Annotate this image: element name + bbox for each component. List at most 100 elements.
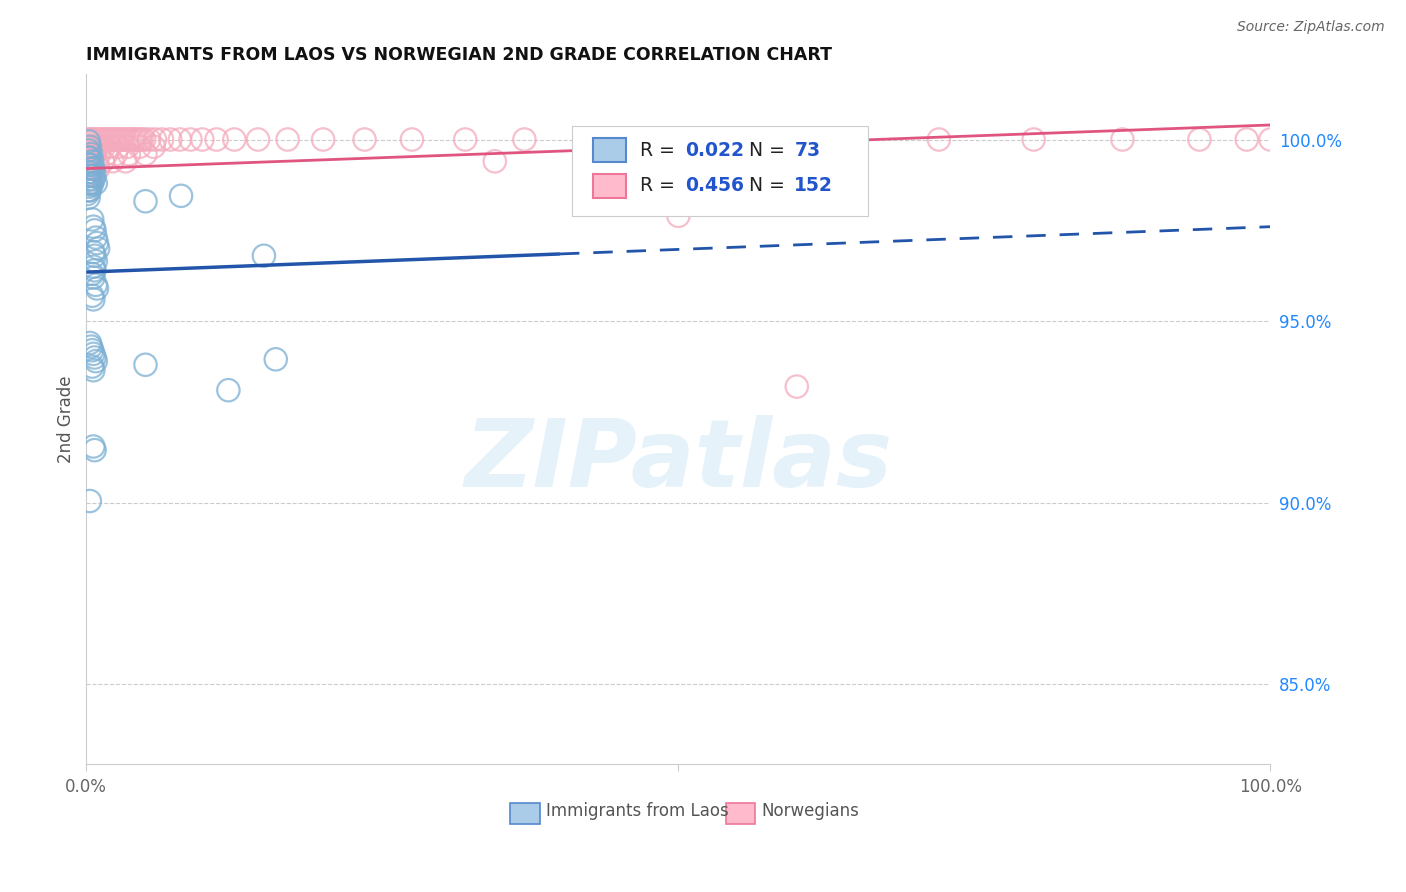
Point [76, 186, 98, 201]
Point [1111, 132, 1133, 146]
Point [77, 151, 100, 165]
Text: Immigrants from Laos: Immigrants from Laos [546, 802, 728, 821]
Text: 152: 152 [794, 177, 834, 195]
Point [89, 140, 111, 154]
Point [93, 140, 115, 154]
Point [79, 161, 101, 176]
Point [138, 132, 160, 146]
Point [76, 161, 98, 176]
Point [1022, 132, 1045, 146]
Point [191, 132, 214, 146]
Point [928, 132, 950, 146]
Point [87, 161, 110, 176]
Text: R =: R = [641, 141, 682, 160]
Point [80, 169, 103, 183]
Point [114, 154, 136, 169]
Point [80, 158, 103, 172]
Text: N =: N = [749, 177, 792, 195]
Point [90, 132, 112, 146]
Point [104, 132, 127, 146]
Point [77, 134, 100, 148]
Point [312, 132, 335, 146]
Point [103, 132, 125, 146]
Point [121, 132, 143, 146]
Point [82, 176, 104, 190]
Point [84, 230, 107, 244]
Point [253, 249, 276, 263]
Point [79, 140, 101, 154]
Point [86, 281, 108, 295]
Point [134, 194, 156, 209]
Point [79, 335, 101, 350]
Bar [593, 174, 626, 198]
Point [84, 176, 107, 190]
Bar [593, 137, 626, 162]
Point [77, 158, 100, 172]
Point [134, 147, 156, 161]
Point [80, 340, 103, 354]
Text: Norwegians: Norwegians [761, 802, 859, 821]
Point [110, 132, 132, 146]
Point [86, 132, 108, 146]
Point [87, 242, 110, 256]
Point [205, 132, 228, 146]
Point [77, 165, 100, 179]
Point [96, 147, 118, 161]
Point [277, 132, 299, 146]
Text: 73: 73 [794, 141, 821, 160]
Point [832, 132, 855, 146]
Point [224, 132, 246, 146]
Point [1236, 132, 1258, 146]
Point [513, 132, 536, 146]
Text: 0.456: 0.456 [686, 177, 745, 195]
Point [76, 140, 98, 154]
Point [170, 189, 193, 203]
Point [217, 383, 239, 397]
Point [246, 132, 269, 146]
Point [124, 132, 146, 146]
Point [93, 132, 115, 146]
Point [738, 132, 761, 146]
Point [77, 191, 100, 205]
Point [76, 154, 98, 169]
Y-axis label: 2nd Grade: 2nd Grade [58, 376, 75, 463]
Text: N =: N = [749, 141, 792, 160]
Point [82, 154, 104, 169]
Point [655, 132, 678, 146]
Point [79, 161, 101, 176]
Point [82, 359, 104, 374]
Point [80, 176, 103, 190]
Point [401, 132, 423, 146]
Point [82, 343, 104, 358]
Point [83, 169, 105, 183]
Point [82, 172, 104, 186]
Point [82, 267, 104, 281]
Point [169, 132, 191, 146]
Point [98, 140, 121, 154]
Point [82, 169, 104, 183]
Point [179, 132, 201, 146]
Point [79, 151, 101, 165]
Point [77, 183, 100, 197]
Point [77, 147, 100, 161]
Text: R =: R = [641, 177, 682, 195]
Point [578, 132, 600, 146]
Point [1260, 132, 1282, 146]
Point [83, 263, 105, 277]
Point [120, 132, 142, 146]
Point [82, 260, 104, 274]
Point [101, 154, 124, 169]
Point [79, 169, 101, 183]
Text: Source: ZipAtlas.com: Source: ZipAtlas.com [1237, 20, 1385, 34]
Bar [510, 803, 540, 824]
Point [79, 183, 101, 197]
Point [117, 132, 139, 146]
Point [128, 132, 150, 146]
Point [118, 147, 141, 161]
Point [77, 172, 100, 186]
Point [150, 132, 173, 146]
Point [142, 140, 165, 154]
Point [353, 132, 375, 146]
Point [131, 132, 153, 146]
Point [79, 140, 101, 154]
